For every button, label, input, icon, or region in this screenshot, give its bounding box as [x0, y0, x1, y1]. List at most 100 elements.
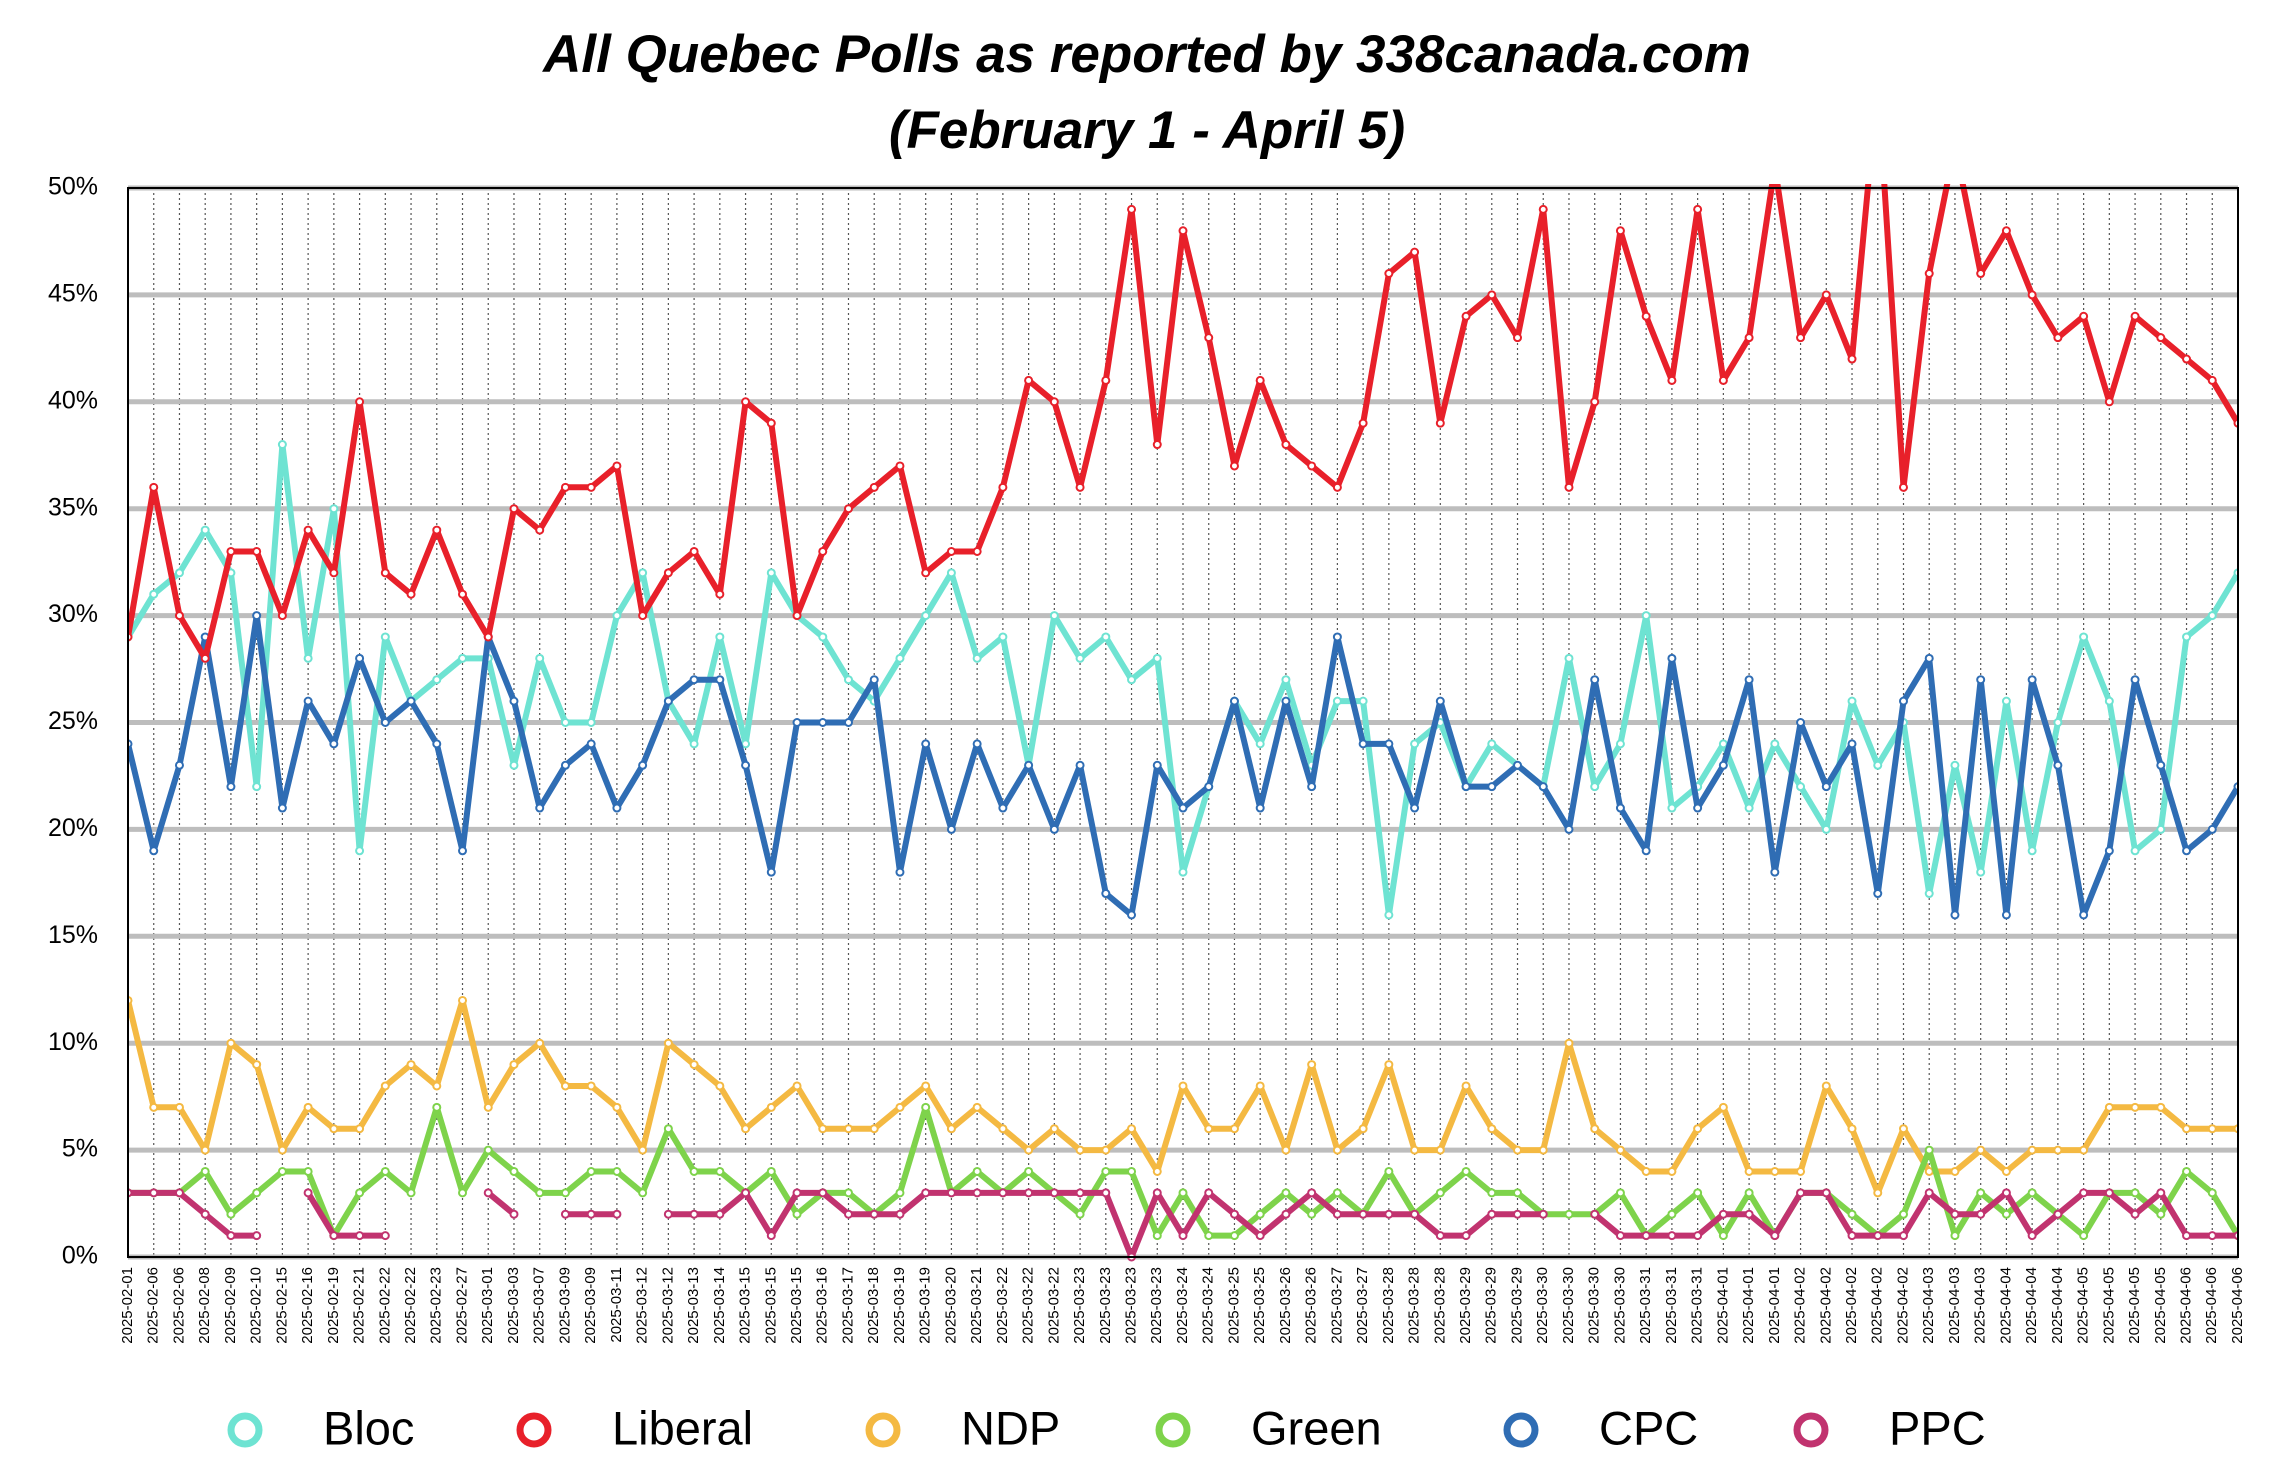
data-point [843, 1188, 853, 1198]
x-tick-label: 2025-03-19 [891, 1267, 908, 1344]
data-point [818, 718, 828, 727]
data-point [1075, 760, 1085, 770]
data-point [380, 718, 390, 727]
data-point [689, 1209, 699, 1219]
data-point [1229, 696, 1239, 706]
y-tick-label: 10% [48, 1028, 98, 1056]
data-point [1024, 1188, 1034, 1198]
data-point [2156, 760, 2166, 770]
data-point [895, 1188, 905, 1198]
data-point [149, 589, 159, 599]
data-point [432, 525, 442, 535]
data-point [303, 1166, 313, 1176]
data-point [535, 653, 545, 663]
data-point [458, 589, 468, 599]
data-point [329, 1124, 339, 1134]
data-point [355, 846, 365, 856]
data-point [2027, 675, 2037, 685]
data-point [1513, 333, 1523, 343]
data-point [1693, 204, 1703, 214]
data-point [1641, 1231, 1651, 1241]
x-tick-label: 2025-03-23 [1148, 1267, 1165, 1344]
data-point [483, 1188, 493, 1198]
data-point [303, 1102, 313, 1112]
data-point [509, 1209, 519, 1219]
data-point [663, 1209, 673, 1219]
data-point [1513, 1188, 1523, 1198]
data-point [1641, 611, 1651, 621]
data-point [303, 653, 313, 663]
data-point [1796, 718, 1806, 727]
data-point [1410, 803, 1420, 813]
data-point [766, 418, 776, 428]
x-tick-label: 2025-04-02 [1843, 1267, 1860, 1344]
data-point [1847, 696, 1857, 706]
data-point [1307, 461, 1317, 471]
data-point [509, 696, 519, 706]
data-point [1667, 375, 1677, 385]
data-point [1950, 760, 1960, 770]
data-point [1152, 653, 1162, 663]
legend: Bloc Liberal NDP Green CPC PPC [227, 1401, 1986, 1454]
data-point [1770, 1166, 1780, 1176]
data-point [1358, 696, 1368, 706]
data-point [1538, 1145, 1548, 1155]
x-tick-label: 2025-04-06 [2203, 1267, 2220, 1344]
data-point [174, 760, 184, 770]
data-point [277, 803, 287, 813]
x-tick-label: 2025-03-29 [1457, 1267, 1474, 1344]
data-point [1821, 1188, 1831, 1198]
data-point [226, 1209, 236, 1219]
data-point [1796, 782, 1806, 792]
data-point [972, 739, 982, 749]
legend-label: PPC [1889, 1401, 1986, 1454]
data-point [2156, 1188, 2166, 1198]
data-point [2053, 1145, 2063, 1155]
x-tick-label: 2025-03-09 [582, 1267, 599, 1344]
data-point [1127, 204, 1137, 214]
data-point [1332, 696, 1342, 706]
data-point [1461, 1231, 1471, 1241]
x-tick-label: 2025-03-28 [1406, 1267, 1423, 1344]
data-point [2207, 824, 2217, 834]
data-point [329, 739, 339, 749]
data-point [741, 739, 751, 749]
data-point [406, 1188, 416, 1198]
x-tick-label: 2025-03-23 [1097, 1267, 1114, 1344]
data-point [818, 632, 828, 642]
data-point [2001, 1188, 2011, 1198]
data-point [2079, 910, 2089, 920]
data-point [1075, 1145, 1085, 1155]
data-point [921, 1081, 931, 1091]
data-point [535, 1188, 545, 1198]
data-point [1924, 1145, 1934, 1155]
data-point [200, 1209, 210, 1219]
data-point [458, 995, 468, 1005]
data-point [1873, 889, 1883, 899]
data-point [2027, 290, 2037, 300]
data-point [1641, 311, 1651, 321]
data-point [1538, 1209, 1548, 1219]
x-tick-label: 2025-04-04 [2023, 1267, 2040, 1344]
data-point [715, 1081, 725, 1091]
data-point [1615, 1188, 1625, 1198]
data-point [1075, 482, 1085, 492]
data-point [818, 546, 828, 556]
data-point [1718, 760, 1728, 770]
data-point [1101, 632, 1111, 642]
data-point [921, 568, 931, 578]
y-tick-label: 50% [48, 173, 98, 201]
y-tick-label: 20% [48, 814, 98, 842]
data-point [1615, 1231, 1625, 1241]
data-point [1435, 418, 1445, 428]
data-point [432, 1081, 442, 1091]
data-point [1924, 1188, 1934, 1198]
data-point [355, 653, 365, 663]
data-point [509, 504, 519, 514]
data-point [1049, 1124, 1059, 1134]
data-point [458, 1188, 468, 1198]
data-point [1281, 1188, 1291, 1198]
x-tick-label: 2025-02-06 [145, 1267, 162, 1344]
data-point [1307, 782, 1317, 792]
